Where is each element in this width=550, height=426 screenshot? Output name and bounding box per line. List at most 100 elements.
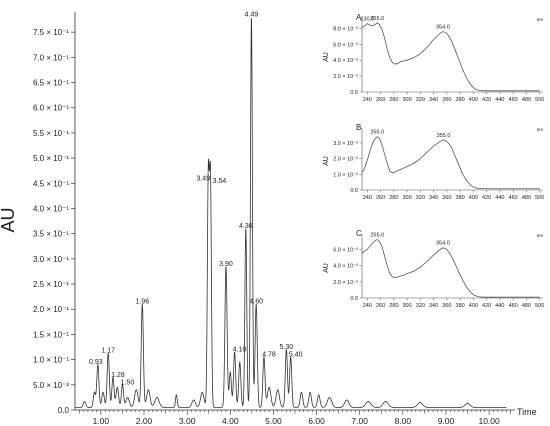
main-ticks: 0.0 5.0 × 10⁻² 1.0 × 10⁻¹ 1.5 × 10⁻¹ 2.0 × 1… — [33, 28, 511, 426]
inset-x-tick-label: 280 — [389, 303, 398, 309]
inset-x-tick-label: 360 — [442, 97, 451, 103]
peak-label: 4.49 — [245, 12, 259, 19]
inset-x-tick-label: 280 — [389, 195, 398, 201]
inset-x-tick-label: 280 — [389, 97, 398, 103]
uv-spectrum-panel-a: A AU 0.0 2.0 × 10⁻² 4.0 × 10⁻² 6.0 × 10⁻² 8.0 … — [323, 13, 544, 103]
main-y-tick-label: 1.5 × 10⁻¹ — [33, 330, 69, 339]
inset-x-tick-label: 420 — [482, 303, 491, 309]
peak-label: 4.60 — [249, 299, 263, 306]
uv-spectrum-trace — [361, 22, 540, 92]
inset-x-tick-label: 260 — [376, 303, 385, 309]
inset-x-tick-label: 420 — [482, 97, 491, 103]
panel-letter: C — [356, 229, 362, 238]
inset-x-tick-label: 340 — [429, 303, 438, 309]
inset-x-tick-label: 240 — [363, 303, 372, 309]
main-y-tick-label: 6.0 × 10⁻¹ — [33, 104, 69, 113]
inset-y-axis-label: AU — [323, 52, 330, 62]
inset-y-tick-label: 4.0 × 10⁻² — [333, 58, 358, 64]
inset-x-tick-label: 320 — [416, 195, 425, 201]
inset-x-tick-label: 300 — [402, 303, 411, 309]
inset-y-tick-label: 8.0 × 10⁻² — [333, 26, 358, 32]
peak-labels: 0.93 1.17 1.281.50 1.96 3.49 3.54 3.90 4.10 4.36… — [89, 12, 303, 387]
wavelength-peak-label: 354.0 — [436, 241, 450, 247]
inset-unit-label: nm — [537, 127, 544, 132]
main-y-axis-label: AU — [0, 207, 18, 232]
chromatogram-trace — [75, 18, 507, 408]
main-y-tick-label: 3.5 × 10⁻¹ — [33, 230, 69, 239]
inset-x-tick-label: 400 — [469, 97, 478, 103]
peak-label: 4.36 — [239, 223, 253, 230]
inset-y-tick-label: 2.0 × 10⁻² — [333, 280, 358, 286]
inset-x-tick-label: 320 — [416, 97, 425, 103]
wavelength-peak-label: 255.0 — [370, 233, 384, 239]
main-x-tick-label: 3.00 — [179, 416, 196, 426]
main-y-tick-label: 2.5 × 10⁻¹ — [33, 280, 69, 289]
inset-x-tick-label: 440 — [495, 97, 504, 103]
inset-x-tick-label: 360 — [442, 303, 451, 309]
main-y-tick-label: 1.0 × 10⁻¹ — [33, 356, 69, 365]
inset-x-tick-label: 400 — [469, 195, 478, 201]
wavelength-peak-label: 354.0 — [436, 25, 450, 31]
main-x-tick-label: 1.00 — [93, 416, 110, 426]
inset-y-tick-label: 2.0 × 10⁻² — [333, 157, 358, 163]
main-y-tick-label: 3.0 × 10⁻¹ — [33, 255, 69, 264]
inset-x-tick-label: 500 — [535, 195, 544, 201]
inset-x-tick-label: 320 — [416, 303, 425, 309]
inset-x-tick-label: 300 — [402, 97, 411, 103]
inset-y-tick-label: 2.0 × 10⁻² — [333, 74, 358, 80]
inset-x-tick-label: 460 — [509, 303, 518, 309]
peak-label: 4.10 — [233, 347, 247, 354]
inset-unit-label: nm — [537, 17, 544, 22]
peak-label: 0.93 — [89, 359, 103, 366]
inset-y-tick-label: 6.0 × 10⁻² — [333, 247, 358, 253]
main-y-tick-label: 5.0 × 10⁻¹ — [33, 154, 69, 163]
peak-label: 3.54 — [213, 178, 227, 185]
main-x-tick-label: 8.00 — [395, 416, 412, 426]
inset-y-tick-label: 0.0 — [350, 90, 358, 96]
inset-x-tick-label: 240 — [363, 97, 372, 103]
inset-x-tick-label: 300 — [402, 195, 411, 201]
inset-y-tick-label: 0.0 — [350, 296, 358, 302]
inset-x-tick-label: 460 — [509, 97, 518, 103]
main-y-tick-label: 4.5 × 10⁻¹ — [33, 179, 69, 188]
inset-x-tick-label: 400 — [469, 303, 478, 309]
peak-label: 5.40 — [289, 352, 303, 359]
wavelength-peak-label: 255.0 — [370, 130, 384, 136]
inset-x-tick-label: 240 — [363, 195, 372, 201]
panel-letter: B — [356, 123, 361, 132]
main-y-tick-label: 0.0 — [58, 406, 70, 415]
main-x-tick-label: 2.00 — [136, 416, 153, 426]
inset-x-tick-label: 460 — [509, 195, 518, 201]
inset-x-tick-label: 480 — [522, 97, 531, 103]
main-y-tick-label: 2.0 × 10⁻¹ — [33, 305, 69, 314]
uv-spectrum-trace — [361, 239, 540, 298]
uv-spectrum-panel-b: B AU 0.0 1.0 × 10⁻² 2.0 × 10⁻² 3.0 × 10⁻² 240 2… — [323, 123, 544, 201]
peak-label: 1.50 — [121, 379, 135, 386]
wavelength-peak-label: 355.0 — [437, 133, 451, 139]
inset-x-tick-label: 260 — [376, 195, 385, 201]
main-x-tick-label: 5.00 — [265, 416, 282, 426]
peak-label: 3.90 — [219, 261, 233, 268]
inset-y-tick-label: 0.0 — [350, 188, 358, 194]
main-y-tick-label: 7.5 × 10⁻¹ — [33, 28, 69, 37]
main-chromatogram: AU Time 0.0 5.0 × 10⁻² 1.0 × 10⁻¹ 1.5 × 10⁻… — [0, 12, 537, 426]
main-y-tick-label: 5.5 × 10⁻¹ — [33, 129, 69, 138]
inset-x-tick-label: 380 — [456, 303, 465, 309]
peak-label: 4.78 — [262, 352, 276, 359]
peak-label: 1.28 — [111, 372, 125, 379]
inset-x-tick-label: 360 — [442, 195, 451, 201]
inset-x-tick-label: 500 — [535, 97, 544, 103]
main-x-tick-label: 4.00 — [222, 416, 239, 426]
main-x-tick-label: 9.00 — [438, 416, 455, 426]
wavelength-peak-label: 230.0 — [360, 17, 374, 23]
inset-y-axis-label: AU — [323, 156, 330, 166]
panel-letter: A — [356, 13, 362, 22]
uv-spectrum-trace — [361, 136, 540, 190]
main-y-tick-label: 6.5 × 10⁻¹ — [33, 79, 69, 88]
peak-label: 1.17 — [101, 348, 115, 355]
main-x-axis-label: Time — [517, 407, 537, 417]
inset-y-axis-label: AU — [323, 263, 330, 273]
inset-x-tick-label: 480 — [522, 303, 531, 309]
inset-unit-label: nm — [537, 233, 544, 238]
